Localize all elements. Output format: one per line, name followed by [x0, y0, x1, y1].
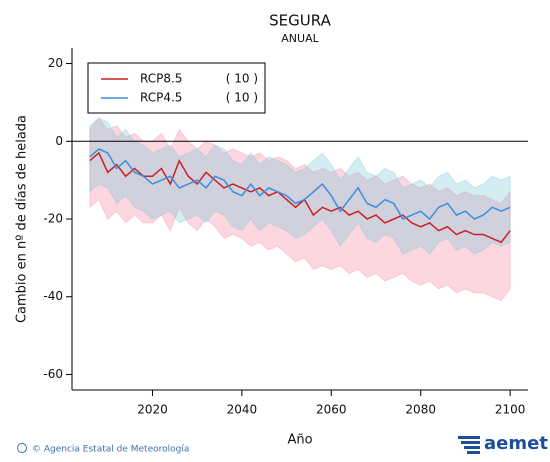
logo: aemet [484, 433, 548, 454]
y-tick-label: -20 [43, 212, 63, 226]
copyright-icon [17, 443, 27, 453]
range-band [89, 117, 511, 255]
y-tick-label: 0 [55, 134, 63, 148]
chart-subtitle: ANUAL [281, 32, 319, 45]
y-tick-label: 20 [48, 56, 63, 70]
chart-title: SEGURA [269, 12, 331, 30]
legend-label: RCP8.5 [140, 72, 182, 86]
series-line [89, 148, 511, 221]
x-tick-label: 2040 [227, 403, 258, 417]
series-line [89, 151, 511, 244]
footer: © Agencia Estatal de Meteorología [32, 445, 189, 455]
y-axis-label: Cambio en nº de días de helada [15, 115, 30, 323]
x-tick-label: 2100 [495, 403, 526, 417]
x-tick-label: 2080 [405, 403, 436, 417]
x-tick-label: 2060 [316, 403, 347, 417]
logo-icon [458, 436, 480, 454]
legend-count: ( 10 ) [226, 91, 258, 105]
x-axis-label: Año [287, 433, 312, 448]
y-tick-label: -60 [43, 367, 63, 381]
range-band [89, 117, 511, 302]
legend-label: RCP4.5 [140, 91, 182, 105]
legend-count: ( 10 ) [226, 72, 258, 86]
y-tick-label: -40 [43, 289, 63, 303]
legend-box [87, 62, 266, 114]
x-tick-label: 2020 [137, 403, 168, 417]
